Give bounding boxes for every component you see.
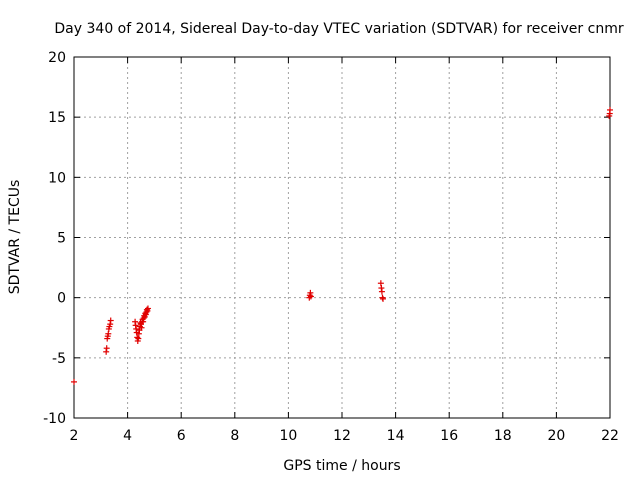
x-tick-label: 10 <box>279 428 297 444</box>
data-point <box>607 106 613 113</box>
x-tick-label: 20 <box>547 428 565 444</box>
x-axis-label: GPS time / hours <box>283 458 400 474</box>
y-tick-label: -10 <box>43 411 66 427</box>
data-point <box>307 293 314 300</box>
chart-title: Day 340 of 2014, Sidereal Day-to-day VTE… <box>54 21 623 37</box>
x-tick-label: 8 <box>230 428 239 444</box>
x-tick-label: 6 <box>177 428 186 444</box>
plot-frame <box>73 56 611 419</box>
y-tick-label: 0 <box>57 291 66 307</box>
data-points <box>71 106 613 385</box>
y-tick-label: 20 <box>48 50 66 66</box>
axis-ticks: 2 4 6 8 10 12 14 16 18 20 22 -10 -5 0 5 10 15 20 <box>43 50 619 444</box>
x-tick-label: 12 <box>333 428 351 444</box>
data-point <box>138 324 145 331</box>
x-tick-label: 16 <box>440 428 458 444</box>
x-tick-label: 14 <box>387 428 405 444</box>
y-tick-label: 15 <box>48 110 66 126</box>
x-tick-label: 18 <box>494 428 512 444</box>
data-point <box>378 288 385 295</box>
data-point <box>380 295 387 302</box>
data-point <box>103 345 110 352</box>
data-point <box>107 317 114 324</box>
data-point <box>144 305 151 312</box>
data-point <box>71 378 77 385</box>
x-tick-label: 2 <box>70 428 79 444</box>
y-axis-label: SDTVAR / TECUs <box>7 180 23 295</box>
y-tick-label: 10 <box>48 170 66 186</box>
x-tick-label: 22 <box>601 428 619 444</box>
x-tick-label: 4 <box>123 428 132 444</box>
grid-lines <box>74 57 610 418</box>
y-tick-label: 5 <box>57 231 66 247</box>
y-tick-label: -5 <box>52 351 66 367</box>
